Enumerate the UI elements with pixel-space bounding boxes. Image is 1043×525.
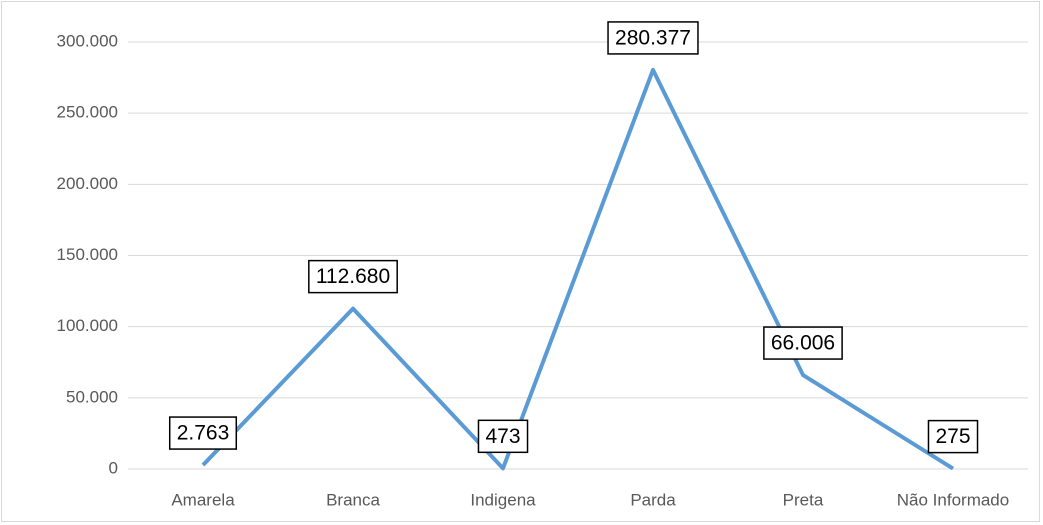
- data-label: 280.377: [615, 26, 691, 49]
- y-tick-label: 250.000: [57, 103, 118, 122]
- y-tick-label: 150.000: [57, 245, 118, 264]
- y-tick-label: 100.000: [57, 316, 118, 335]
- y-tick-label: 0: [109, 458, 118, 477]
- line: [201, 67, 955, 471]
- data-label-box: [477, 419, 529, 454]
- x-tick-label: Indigena: [470, 490, 536, 509]
- data-label: 2.763: [177, 422, 230, 445]
- y-tick-label: 50.000: [66, 387, 118, 406]
- data-label-box: [607, 21, 699, 55]
- data-label-box: [308, 259, 398, 294]
- data-label: 473: [485, 425, 520, 448]
- x-tick-label: Parda: [630, 490, 676, 509]
- x-tick-label: Preta: [783, 490, 824, 509]
- data-label: 66.006: [771, 332, 835, 355]
- x-tick-label: Não Informado: [897, 490, 1009, 509]
- x-tick-label: Branca: [326, 490, 380, 509]
- data-label: 112.680: [316, 265, 390, 288]
- y-tick-label: 300.000: [57, 31, 118, 50]
- data-label-box: [763, 326, 843, 360]
- y-tick-label: 200.000: [57, 174, 118, 193]
- data-label-box: [168, 416, 238, 450]
- x-tick-label: Amarela: [171, 490, 235, 509]
- data-label: 275: [935, 425, 970, 448]
- data-label-box: [927, 419, 979, 454]
